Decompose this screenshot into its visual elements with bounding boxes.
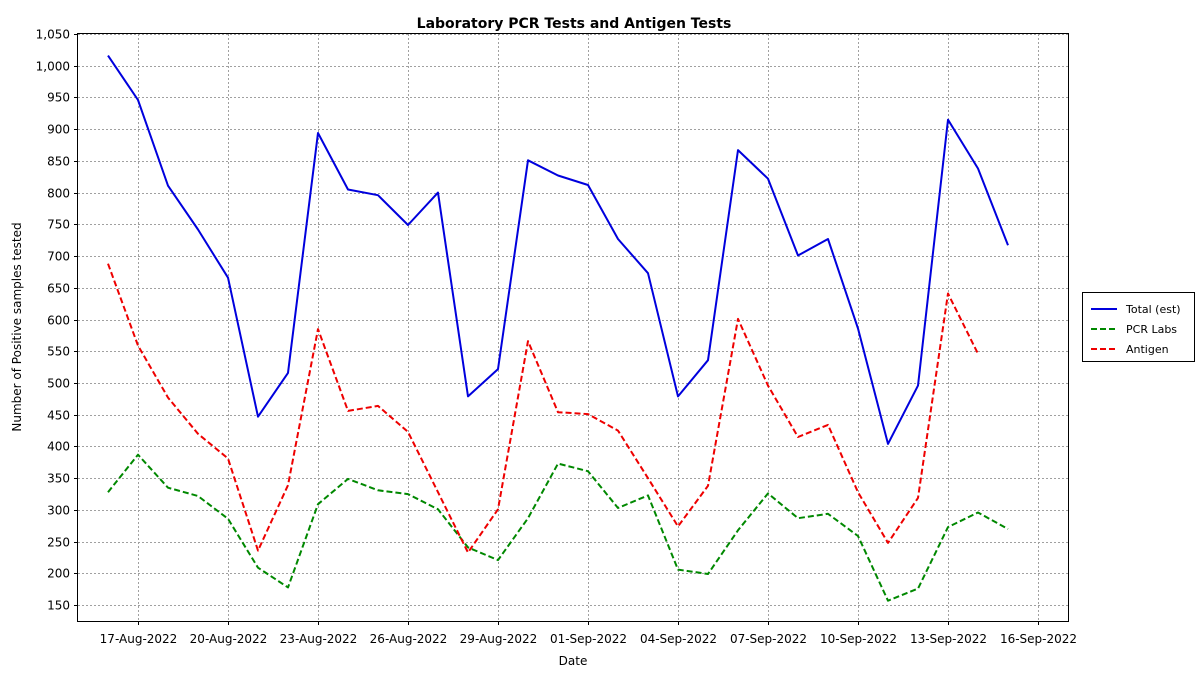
y-tick-label: 250 bbox=[47, 536, 70, 550]
x-tick-label: 10-Sep-2022 bbox=[820, 632, 897, 646]
y-axis-label: Number of Positive samples tested bbox=[10, 222, 24, 431]
x-tick-label: 26-Aug-2022 bbox=[370, 632, 448, 646]
y-tick-label: 750 bbox=[47, 218, 70, 232]
y-tick-label: 150 bbox=[47, 599, 70, 613]
series-line-antigen bbox=[107, 263, 979, 554]
y-tick-label: 200 bbox=[47, 567, 70, 581]
legend-label: Antigen bbox=[1126, 343, 1169, 356]
x-tick-label: 29-Aug-2022 bbox=[460, 632, 538, 646]
y-tick-label: 600 bbox=[47, 314, 70, 328]
y-tick-label: 450 bbox=[47, 409, 70, 423]
series-lines bbox=[107, 55, 1009, 602]
x-tick-label: 13-Sep-2022 bbox=[910, 632, 987, 646]
y-tick-label: 300 bbox=[47, 504, 70, 518]
legend-label: Total (est) bbox=[1125, 303, 1181, 316]
y-tick-label: 950 bbox=[47, 91, 70, 105]
x-tick-label: 17-Aug-2022 bbox=[100, 632, 178, 646]
y-tick-label: 900 bbox=[47, 123, 70, 137]
y-tick-label: 550 bbox=[47, 345, 70, 359]
plot-frame bbox=[77, 33, 1069, 622]
y-tick-label: 1,000 bbox=[36, 60, 70, 74]
x-tick-label: 20-Aug-2022 bbox=[190, 632, 268, 646]
x-axis-label: Date bbox=[559, 654, 588, 668]
x-tick-label: 04-Sep-2022 bbox=[640, 632, 717, 646]
x-tick-label: 01-Sep-2022 bbox=[550, 632, 627, 646]
grid bbox=[78, 34, 1068, 621]
x-tick-label: 07-Sep-2022 bbox=[730, 632, 807, 646]
y-tick-label: 850 bbox=[47, 155, 70, 169]
y-tick-label: 1,050 bbox=[36, 28, 70, 42]
y-tick-label: 400 bbox=[47, 440, 70, 454]
y-tick-label: 650 bbox=[47, 282, 70, 296]
legend-label: PCR Labs bbox=[1126, 323, 1177, 336]
x-axis-ticks: 17-Aug-2022 20-Aug-2022 23-Aug-2022 26-Aug-… bbox=[100, 621, 1077, 646]
chart-title: Laboratory PCR Tests and Antigen Tests bbox=[417, 16, 732, 32]
y-tick-label: 350 bbox=[47, 472, 70, 486]
series-line-pcr-labs bbox=[107, 453, 1009, 602]
y-axis-ticks: 150 200 250 300 350 400 450 500 550 600 650 700 750 8… bbox=[36, 28, 78, 613]
series-line-total-est bbox=[107, 55, 1009, 445]
y-tick-label: 700 bbox=[47, 250, 70, 264]
y-tick-label: 800 bbox=[47, 187, 70, 201]
legend: Total (est) PCR Labs Antigen bbox=[1082, 292, 1195, 362]
x-tick-label: 16-Sep-2022 bbox=[1000, 632, 1077, 646]
x-tick-label: 23-Aug-2022 bbox=[280, 632, 358, 646]
y-tick-label: 500 bbox=[47, 377, 70, 391]
